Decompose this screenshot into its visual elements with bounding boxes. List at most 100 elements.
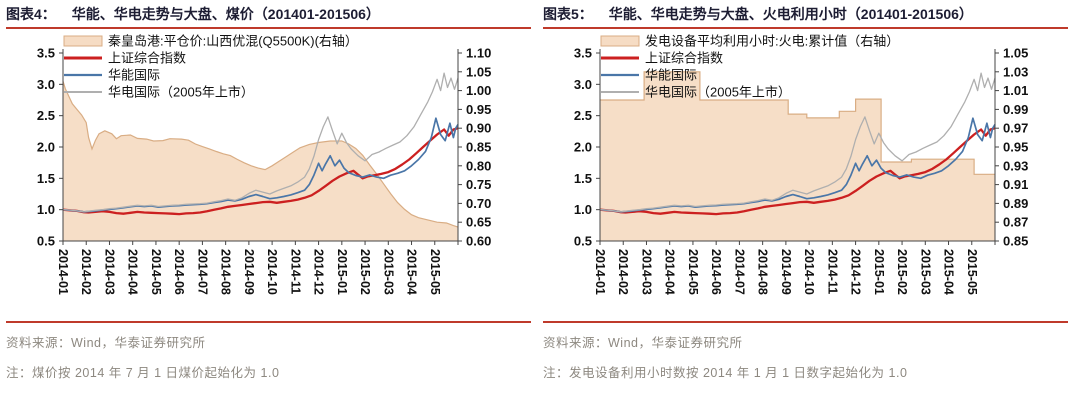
x-axis-label: 2015-04 bbox=[405, 249, 419, 295]
right-axis-label: 0.85 bbox=[466, 140, 491, 155]
x-axis-label: 2015-05 bbox=[965, 249, 979, 295]
x-axis-label: 2014-11 bbox=[288, 249, 302, 294]
figure-title-row: 图表5： 华能、华电走势与大盘、火电利用小时（201401-201506） bbox=[543, 4, 1068, 24]
x-axis-label: 2014-04 bbox=[126, 249, 140, 295]
area-series-border bbox=[62, 81, 459, 228]
x-axis-label: 2015-03 bbox=[381, 249, 395, 295]
line-series-2 bbox=[599, 72, 996, 213]
x-axis-label: 2015-01 bbox=[872, 249, 886, 295]
left-axis-label: 3.0 bbox=[37, 77, 55, 92]
right-axis-label: 1.00 bbox=[466, 83, 491, 98]
right-axis-label: 1.03 bbox=[1003, 64, 1028, 79]
x-axis-label: 2014-12 bbox=[849, 249, 863, 295]
figure-label: 图表4： bbox=[6, 6, 56, 22]
legend-label: 华电国际（2005年上市） bbox=[108, 85, 254, 100]
left-axis-label: 1.5 bbox=[37, 171, 55, 186]
left-axis-label: 2.0 bbox=[574, 140, 592, 155]
x-axis-label: 2015-01 bbox=[335, 249, 349, 295]
x-axis-label: 2014-06 bbox=[709, 249, 723, 295]
figure-block-coal: 图表4： 华能、华电走势与大盘、煤价（201401-201506） 0.5 1.0… bbox=[0, 0, 537, 401]
title-rule bbox=[6, 27, 531, 29]
right-axis-label: 0.60 bbox=[466, 234, 491, 249]
left-axis-label: 3.5 bbox=[574, 46, 592, 61]
x-axis-label: 2014-01 bbox=[593, 249, 607, 295]
line-series-0 bbox=[599, 127, 996, 216]
x-axis-label: 2014-03 bbox=[639, 249, 653, 295]
left-axis-label: 3.0 bbox=[574, 77, 592, 92]
x-axis-label: 2014-09 bbox=[242, 249, 256, 295]
line-series-0 bbox=[62, 127, 459, 216]
x-axis-label: 2014-12 bbox=[312, 249, 326, 295]
x-axis-label: 2014-02 bbox=[79, 249, 93, 295]
x-axis-label: 2014-05 bbox=[149, 249, 163, 295]
left-axis-label: 1.0 bbox=[37, 202, 55, 217]
right-axis-label: 0.90 bbox=[466, 121, 491, 136]
source-line: 资料来源：Wind，华泰证券研究所 bbox=[6, 336, 206, 350]
title-rule bbox=[543, 27, 1068, 29]
left-axis-label: 1.5 bbox=[574, 171, 592, 186]
left-axis-label: 0.5 bbox=[37, 234, 55, 249]
x-axis-label: 2014-06 bbox=[172, 249, 186, 295]
source-line: 资料来源：Wind，华泰证券研究所 bbox=[543, 336, 743, 350]
right-axis-label: 0.89 bbox=[1003, 196, 1028, 211]
x-axis-label: 2014-09 bbox=[779, 249, 793, 295]
x-axis-label: 2014-10 bbox=[265, 249, 279, 295]
utilization-hours-vs-stocks-chart: 0.5 1.0 1.5 2.0 2.5 3.0 3.5 0.85 0.87 0.89 0.91 0.9… bbox=[574, 34, 1028, 295]
legend-label: 秦皇岛港:平仓价:山西优混(Q5500K)(右轴） bbox=[108, 34, 358, 49]
footer-rule bbox=[543, 321, 1068, 323]
x-axis-label: 2015-02 bbox=[895, 249, 909, 295]
left-axis-label: 2.5 bbox=[574, 108, 592, 123]
left-axis-label: 2.5 bbox=[37, 108, 55, 123]
right-axis-label: 0.87 bbox=[1003, 215, 1028, 230]
right-axis-label: 0.99 bbox=[1003, 102, 1028, 117]
left-axis-label: 1.0 bbox=[574, 202, 592, 217]
figure-title-text: 华能、华电走势与大盘、煤价（201401-201506） bbox=[71, 6, 380, 22]
figure-label: 图表5： bbox=[543, 6, 593, 22]
legend-area-swatch bbox=[63, 35, 103, 47]
footer-rule bbox=[6, 321, 531, 323]
figure-title-text: 华能、华电走势与大盘、火电利用小时（201401-201506） bbox=[608, 6, 973, 22]
legend-area-swatch bbox=[600, 35, 640, 47]
right-axis-label: 0.95 bbox=[466, 102, 491, 117]
left-axis-label: 3.5 bbox=[37, 46, 55, 61]
area-series-border bbox=[600, 71, 995, 175]
x-axis-label: 2014-08 bbox=[756, 249, 770, 295]
x-axis-label: 2014-08 bbox=[219, 249, 233, 295]
right-axis-label: 1.01 bbox=[1003, 83, 1028, 98]
right-axis-label: 1.05 bbox=[1003, 46, 1028, 61]
right-axis-label: 0.65 bbox=[466, 215, 491, 230]
right-axis-label: 0.85 bbox=[1003, 234, 1028, 249]
figure-title-row: 图表4： 华能、华电走势与大盘、煤价（201401-201506） bbox=[6, 4, 531, 24]
x-axis-label: 2014-11 bbox=[825, 249, 839, 294]
x-axis-label: 2015-03 bbox=[918, 249, 932, 295]
right-axis-label: 1.05 bbox=[466, 64, 491, 79]
x-axis-label: 2014-07 bbox=[732, 249, 746, 295]
coal-price-vs-stocks-chart: 0.5 1.0 1.5 2.0 2.5 3.0 3.5 0.60 0.65 0.70 0.75 0.8… bbox=[37, 34, 491, 295]
x-axis-label: 2014-07 bbox=[195, 249, 209, 295]
legend-label: 华电国际（2005年上市） bbox=[645, 85, 791, 100]
x-axis-label: 2014-05 bbox=[686, 249, 700, 295]
right-axis-label: 0.75 bbox=[466, 177, 491, 192]
area-series bbox=[63, 81, 458, 241]
right-axis-label: 0.97 bbox=[1003, 121, 1028, 136]
note-line: 注：发电设备利用小时数按 2014 年 1 月 1 日数字起始化为 1.0 bbox=[543, 366, 908, 380]
line-series-2 bbox=[62, 72, 459, 213]
x-axis-label: 2014-03 bbox=[102, 249, 116, 295]
x-axis-label: 2014-04 bbox=[663, 249, 677, 295]
x-axis-label: 2015-02 bbox=[358, 249, 372, 295]
right-axis-label: 0.91 bbox=[1003, 177, 1028, 192]
note-line: 注：煤价按 2014 年 7 月 1 日煤价起始化为 1.0 bbox=[6, 366, 280, 380]
legend-label: 上证综合指数 bbox=[108, 51, 186, 66]
right-axis-label: 0.95 bbox=[1003, 140, 1028, 155]
right-axis-label: 0.80 bbox=[466, 158, 491, 173]
x-axis-label: 2015-05 bbox=[428, 249, 442, 295]
left-axis-label: 0.5 bbox=[574, 234, 592, 249]
x-axis-label: 2014-02 bbox=[616, 249, 630, 295]
legend-label: 上证综合指数 bbox=[645, 51, 723, 66]
right-axis-label: 0.70 bbox=[466, 196, 491, 211]
area-series bbox=[600, 71, 995, 241]
right-axis-label: 0.93 bbox=[1003, 158, 1028, 173]
x-axis-label: 2015-04 bbox=[942, 249, 956, 295]
legend-label: 华能国际 bbox=[645, 68, 697, 83]
